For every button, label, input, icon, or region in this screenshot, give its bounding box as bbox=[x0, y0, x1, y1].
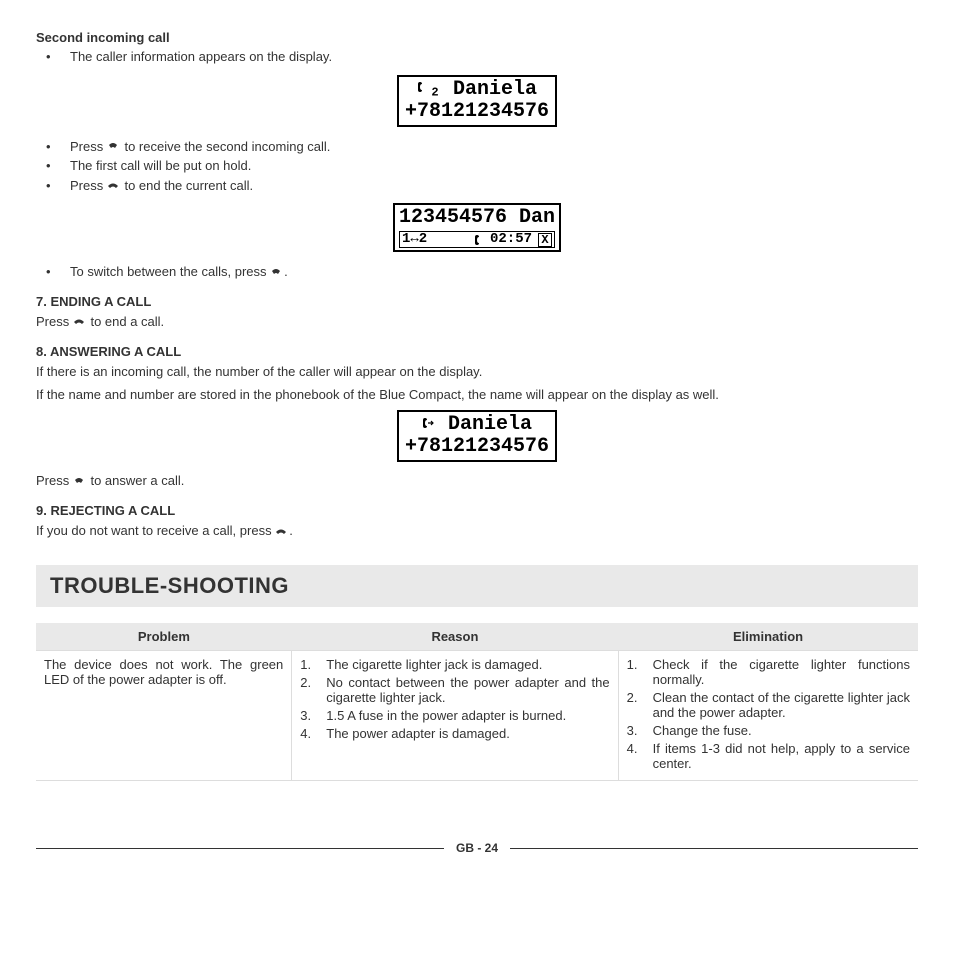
troubleshooting-banner: TROUBLE-SHOOTING bbox=[36, 565, 918, 607]
th-reason: Reason bbox=[292, 623, 618, 651]
bullet: The caller information appears on the di… bbox=[36, 47, 918, 67]
page-number: GB - 24 bbox=[456, 841, 498, 855]
footer-line-right bbox=[510, 848, 918, 849]
phone-arrow-icon bbox=[422, 417, 436, 431]
footer-line-left bbox=[36, 848, 444, 849]
bullet: Press to receive the second incoming cal… bbox=[36, 137, 918, 157]
pickup-icon bbox=[107, 142, 121, 152]
pickup-icon bbox=[270, 268, 284, 278]
subheading: Second incoming call bbox=[36, 30, 918, 45]
td-elimination: Check if the cigarette lighter functions… bbox=[618, 651, 918, 781]
bullet-list-3: To switch between the calls, press . bbox=[36, 262, 918, 282]
section-8-p2: If the name and number are stored in the… bbox=[36, 386, 918, 405]
section-8-p1: If there is an incoming call, the number… bbox=[36, 363, 918, 382]
hangup-icon bbox=[107, 181, 121, 191]
bullet: Press to end the current call. bbox=[36, 176, 918, 196]
bullet: To switch between the calls, press . bbox=[36, 262, 918, 282]
section-8-title: 8. ANSWERING A CALL bbox=[36, 344, 918, 359]
pickup-icon bbox=[73, 477, 87, 487]
section-8-press: Press to answer a call. bbox=[36, 472, 918, 491]
hangup-icon bbox=[275, 527, 289, 537]
bullet-list-2: Press to receive the second incoming cal… bbox=[36, 137, 918, 196]
hangup-icon bbox=[73, 317, 87, 327]
td-reason: The cigarette lighter jack is damaged. N… bbox=[292, 651, 618, 781]
section-9-title: 9. REJECTING A CALL bbox=[36, 503, 918, 518]
x-box-icon: X bbox=[538, 233, 552, 247]
th-elimination: Elimination bbox=[618, 623, 918, 651]
lcd-display-3: Daniela +78121234576 bbox=[397, 410, 557, 462]
phone-small-icon bbox=[474, 234, 484, 246]
lcd-display-1: ₂ Daniela +78121234576 bbox=[397, 75, 557, 127]
troubleshooting-table: Problem Reason Elimination The device do… bbox=[36, 623, 918, 781]
phone-small-icon bbox=[417, 81, 429, 95]
section-9-text: If you do not want to receive a call, pr… bbox=[36, 522, 918, 541]
section-7-text: Press to end a call. bbox=[36, 313, 918, 332]
lcd-display-2: 123454576 Dan 1↔2 02:57 X bbox=[393, 203, 561, 252]
page-footer: GB - 24 bbox=[36, 841, 918, 855]
bullet-list-1: The caller information appears on the di… bbox=[36, 47, 918, 67]
section-7-title: 7. ENDING A CALL bbox=[36, 294, 918, 309]
th-problem: Problem bbox=[36, 623, 292, 651]
bullet: The first call will be put on hold. bbox=[36, 156, 918, 176]
td-problem: The device does not work. The green LED … bbox=[36, 651, 292, 781]
